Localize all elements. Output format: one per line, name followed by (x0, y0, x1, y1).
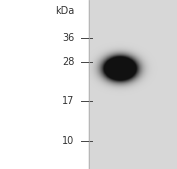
Text: 10: 10 (62, 136, 74, 146)
Bar (88, 0, 177, 169)
Text: 36: 36 (62, 33, 74, 43)
Text: 28: 28 (62, 57, 74, 67)
Text: 17: 17 (62, 95, 74, 106)
Text: kDa: kDa (55, 6, 74, 16)
